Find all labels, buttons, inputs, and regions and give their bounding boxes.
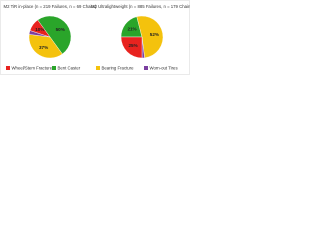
legend-swatch	[144, 66, 148, 70]
pie-slice	[29, 19, 51, 38]
pie-slice	[28, 34, 63, 59]
frame	[0, 0, 190, 75]
chart-title: M2 Ultralightweight (n = 885 Failures, n…	[91, 4, 190, 9]
pie-slice	[120, 36, 143, 59]
chart: M2 TiR in-place (n = 219 Failures, n = 6…	[0, 0, 190, 75]
data-label: 10%	[35, 27, 44, 32]
legend-swatch	[52, 66, 56, 70]
data-label: 25%	[128, 43, 137, 48]
data-label: 50%	[56, 27, 65, 32]
legend-label: Worn-out Tires	[150, 65, 178, 70]
legend-swatch	[96, 66, 100, 70]
data-label: 21%	[127, 26, 136, 31]
pie-slice	[37, 15, 72, 55]
legend-swatch	[6, 66, 10, 70]
data-label: 52%	[150, 32, 159, 37]
data-label: 37%	[39, 45, 48, 50]
legend-label: Bent Caster	[58, 65, 81, 70]
chart-title: M2 TiR in-place (n = 219 Failures, n = 6…	[4, 4, 97, 9]
legend-label: Bearing Fracture	[102, 65, 135, 70]
legend-label: Wheel/Stem Fracture	[12, 65, 53, 70]
